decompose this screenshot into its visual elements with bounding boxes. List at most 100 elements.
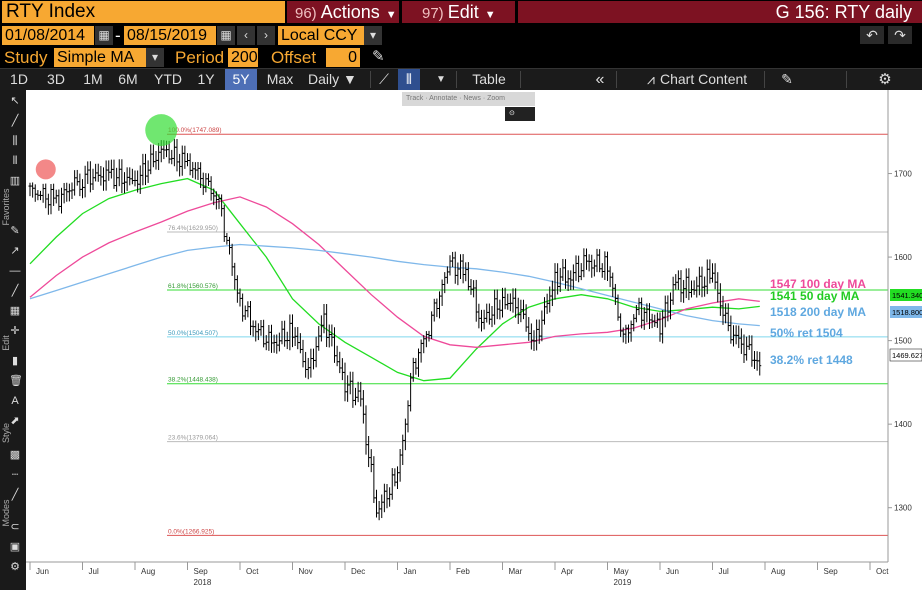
range-3d[interactable]: 3D bbox=[47, 71, 65, 87]
chart-area[interactable]: 100.0%(1747.089) 76.4%(1629.950) 61.8%(156… bbox=[26, 90, 922, 590]
price-bar bbox=[671, 276, 675, 305]
price-bar bbox=[123, 172, 126, 194]
price-bar bbox=[340, 358, 344, 381]
price-bar bbox=[532, 330, 536, 351]
ray-icon[interactable]: ╱ bbox=[11, 285, 19, 297]
price-bar bbox=[36, 190, 40, 201]
price-bar bbox=[356, 381, 360, 403]
chart-content-button[interactable]: Chart Content bbox=[660, 71, 748, 87]
line-chart-icon[interactable]: ⟋ bbox=[379, 71, 389, 87]
highlight-circle-1 bbox=[145, 114, 178, 147]
pencil-icon[interactable]: ✎ bbox=[372, 48, 385, 65]
track-tool[interactable]: Track bbox=[406, 95, 424, 102]
collapse-icon[interactable]: « bbox=[595, 71, 605, 88]
axis-tag-2 bbox=[889, 348, 922, 362]
redo-icon[interactable]: ↷ bbox=[888, 26, 912, 44]
price-bar bbox=[487, 303, 491, 325]
security-field[interactable]: RTY Index bbox=[2, 1, 285, 23]
trash-icon[interactable]: 🗑 bbox=[9, 375, 23, 387]
price-chart[interactable]: 100.0%(1747.089) 76.4%(1629.950) 61.8%(156… bbox=[26, 90, 922, 590]
range-1d[interactable]: 1D bbox=[10, 71, 28, 87]
dash-icon[interactable]: ┄ bbox=[11, 469, 19, 481]
price-bar bbox=[277, 332, 281, 352]
color-icon[interactable]: ▩ bbox=[9, 449, 21, 461]
width-icon[interactable]: ╱ bbox=[11, 489, 19, 501]
currency-select[interactable]: Local CCY bbox=[278, 26, 364, 45]
channel-icon[interactable]: ▥ bbox=[9, 175, 21, 187]
end-date-input[interactable]: 08/15/2019 bbox=[124, 26, 216, 45]
brush-icon[interactable]: ✎ bbox=[10, 225, 20, 237]
layers-icon[interactable]: ▣ bbox=[9, 541, 21, 553]
edit-chart-icon[interactable]: ✎ bbox=[781, 71, 793, 87]
range-5y[interactable]: 5Y bbox=[225, 69, 257, 90]
price-bar bbox=[301, 339, 305, 368]
cursor-icon[interactable]: ↖ bbox=[10, 95, 20, 107]
settings-icon[interactable]: ⚙ bbox=[10, 561, 20, 573]
magnet-icon[interactable]: ⊂ bbox=[10, 521, 20, 533]
divider bbox=[456, 71, 457, 88]
trend-icon[interactable]: ↗ bbox=[10, 245, 20, 257]
price-bar bbox=[592, 259, 596, 277]
arrow-icon[interactable]: ⬈ bbox=[10, 415, 20, 427]
price-bar bbox=[327, 324, 331, 348]
news-tool[interactable]: News bbox=[463, 95, 481, 102]
price-bar bbox=[469, 278, 473, 295]
offset-input[interactable]: 0 bbox=[326, 48, 360, 67]
chevron-right-icon[interactable]: › bbox=[257, 26, 275, 45]
period-label: Period bbox=[175, 48, 225, 67]
price-bar bbox=[747, 335, 751, 350]
price-bar bbox=[629, 320, 633, 342]
edit-number: 97) bbox=[422, 5, 444, 22]
range-6m[interactable]: 6M bbox=[118, 71, 138, 87]
x-tick-label-14: Aug bbox=[771, 567, 785, 576]
line-tool-icon[interactable]: ╱ bbox=[11, 115, 19, 127]
price-bar bbox=[388, 487, 392, 507]
calendar-icon[interactable]: ▦ bbox=[95, 26, 113, 45]
pattern-icon[interactable]: ▦ bbox=[9, 305, 21, 317]
price-bar bbox=[703, 276, 707, 297]
horizontal-line-icon[interactable]: — bbox=[9, 265, 21, 277]
price-bar bbox=[233, 262, 237, 290]
calendar-icon[interactable]: ▦ bbox=[217, 26, 235, 45]
range-1m[interactable]: 1M bbox=[83, 71, 103, 87]
chevron-left-icon[interactable]: ‹ bbox=[237, 26, 255, 45]
edit-menu[interactable]: 97) Edit ▼ bbox=[402, 1, 515, 23]
price-bar bbox=[49, 183, 53, 215]
actions-menu[interactable]: 96) Actions ▼ bbox=[287, 1, 399, 23]
text-icon[interactable]: A bbox=[11, 395, 19, 407]
fibonacci-icon[interactable]: ⫼ bbox=[12, 135, 18, 147]
chart-toolbar: 1D 3D 1M 6M YTD 1Y 5Y Max Daily ▼ ⟋ ⫴ ▼ … bbox=[0, 68, 922, 90]
chevron-down-icon[interactable]: ▾ bbox=[146, 48, 164, 67]
price-bar bbox=[151, 144, 155, 168]
range-ytd[interactable]: YTD bbox=[154, 71, 182, 87]
period-input[interactable]: 200 bbox=[228, 48, 258, 67]
annotate-tool[interactable]: Annotate bbox=[429, 95, 458, 102]
gear-icon[interactable]: ⚙ bbox=[878, 71, 892, 88]
price-bar bbox=[73, 170, 77, 196]
study-select[interactable]: Simple MA bbox=[54, 48, 146, 67]
zoom-tool[interactable]: Zoom bbox=[487, 95, 506, 102]
table-button[interactable]: Table bbox=[472, 71, 506, 87]
frequency-select[interactable]: Daily ▼ bbox=[302, 69, 368, 90]
ma-line-200-day-ma bbox=[29, 243, 760, 327]
price-bar bbox=[734, 325, 738, 345]
price-bar bbox=[674, 274, 678, 290]
price-bar bbox=[393, 468, 397, 487]
eraser-icon[interactable]: ▮ bbox=[11, 355, 19, 367]
fibonacci-fan-icon[interactable]: ⫴ bbox=[12, 155, 18, 167]
reset-button[interactable]: ⊙ Reset bbox=[505, 107, 535, 131]
range-max[interactable]: Max bbox=[266, 71, 294, 87]
start-date-input[interactable]: 01/08/2014 bbox=[2, 26, 94, 45]
chevron-down-icon[interactable]: ▾ bbox=[364, 26, 382, 45]
undo-icon[interactable]: ↶ bbox=[860, 26, 884, 44]
price-bar bbox=[606, 251, 609, 281]
bar-chart-icon[interactable]: ⫴ bbox=[398, 69, 420, 90]
range-1y[interactable]: 1Y bbox=[197, 71, 215, 87]
price-bar bbox=[459, 254, 462, 279]
price-bar bbox=[514, 288, 518, 318]
fib-level-label-6: 0.0%(1266.925) bbox=[168, 528, 214, 535]
crosshair-icon[interactable]: ✛ bbox=[10, 325, 20, 337]
chevron-down-icon[interactable]: ▼ bbox=[436, 74, 446, 85]
year-label-1: 2019 bbox=[614, 578, 632, 587]
price-bar bbox=[637, 297, 641, 316]
